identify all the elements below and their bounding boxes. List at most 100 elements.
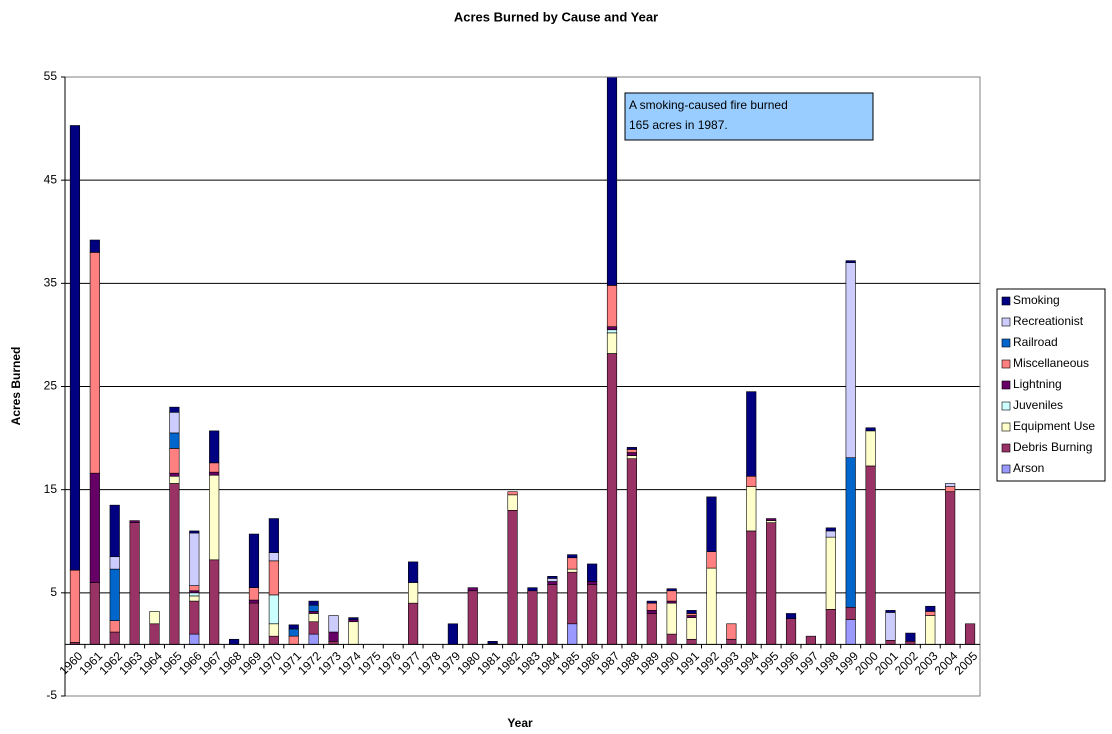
- y-tick-label: 45: [44, 172, 58, 186]
- legend-label: Juveniles: [1013, 398, 1063, 412]
- bar-segment: [626, 449, 637, 453]
- bar-segment: [626, 447, 637, 450]
- legend-swatch: [1001, 317, 1011, 327]
- bar-segment: [766, 518, 777, 521]
- legend-swatch: [1001, 401, 1011, 411]
- bar-segment: [626, 458, 637, 645]
- bar-segment: [268, 635, 279, 645]
- bar-segment: [726, 638, 737, 645]
- bar-segment: [666, 590, 677, 602]
- bar-segment: [845, 260, 856, 263]
- bar-segment: [646, 600, 657, 604]
- bar-segment: [567, 571, 578, 625]
- bar-segment: [925, 605, 936, 612]
- bar-segment: [308, 604, 319, 612]
- bar-segment: [169, 475, 180, 484]
- bar-segment: [845, 262, 856, 458]
- bar-segment: [945, 486, 956, 493]
- bar-segment: [189, 532, 200, 586]
- bar-segment: [248, 599, 260, 604]
- bar-segment: [507, 494, 518, 511]
- bar-segment: [686, 615, 697, 618]
- bar-segment: [686, 610, 697, 614]
- bar-segment: [666, 633, 677, 645]
- bar-segment: [547, 581, 558, 585]
- bar-segment: [845, 457, 856, 608]
- bar-segment: [189, 590, 200, 594]
- bar-segment: [547, 584, 558, 645]
- bar-segment: [348, 621, 359, 645]
- bar-segment: [467, 590, 478, 645]
- bar-segment: [288, 628, 299, 637]
- legend-swatch: [1001, 464, 1011, 474]
- bar-segment: [268, 594, 279, 625]
- bar-segment: [646, 610, 657, 614]
- legend-swatch: [1001, 338, 1011, 348]
- x-tick-label: 2005: [952, 649, 981, 678]
- bar-segment: [408, 602, 419, 645]
- bar-segment: [408, 561, 419, 583]
- bar-segment: [308, 600, 319, 606]
- x-axis-label: Year: [507, 716, 533, 730]
- legend-swatch: [1001, 443, 1011, 453]
- bar-segment: [209, 471, 220, 476]
- bar-segment: [109, 556, 120, 570]
- bar-segment: [587, 563, 598, 582]
- bar-segment: [805, 635, 816, 645]
- bar-segment: [209, 462, 220, 473]
- grid: [65, 76, 980, 697]
- bar-segment: [109, 504, 120, 558]
- bar-segment: [825, 530, 836, 538]
- bar-segment: [567, 623, 578, 645]
- bar-segment: [169, 472, 180, 477]
- bar-segment: [507, 491, 518, 496]
- bar-segment: [865, 465, 876, 645]
- legend-label: Recreationist: [1013, 314, 1084, 328]
- bar-segment: [547, 578, 558, 582]
- bar-segment: [686, 617, 697, 640]
- bar-segment: [686, 638, 697, 645]
- bar-segment: [606, 329, 618, 334]
- chart-title: Acres Burned by Cause and Year: [454, 9, 658, 24]
- y-tick-label: 5: [50, 585, 57, 599]
- bar-segment: [567, 557, 578, 570]
- bar-segment: [248, 602, 260, 645]
- bar-segment: [905, 632, 916, 642]
- bar-segment: [149, 611, 160, 625]
- bar-segment: [945, 491, 956, 645]
- bar-segment: [666, 600, 677, 604]
- bar-segment: [109, 568, 120, 621]
- legend-swatch: [1001, 422, 1011, 432]
- bar-segment: [746, 530, 757, 645]
- bar-segment: [169, 448, 180, 474]
- bar-segment: [308, 621, 319, 635]
- bar-segment: [308, 633, 319, 645]
- bar-segment: [706, 567, 717, 645]
- legend-label: Equipment Use: [1013, 419, 1095, 433]
- bar-segment: [766, 522, 777, 645]
- bar-segment: [567, 568, 578, 573]
- bar-segment: [209, 430, 220, 464]
- legend-label: Smoking: [1013, 293, 1060, 307]
- bar-segment: [885, 612, 896, 641]
- bar-segment: [845, 619, 856, 645]
- bar-segment: [129, 522, 140, 645]
- bar-segment: [646, 613, 657, 645]
- bar-segment: [169, 483, 180, 645]
- bar-segment: [268, 518, 279, 553]
- bar-segment: [288, 635, 299, 645]
- bar-segment: [606, 332, 618, 354]
- bar-segment: [746, 475, 757, 487]
- bar-segment: [89, 582, 100, 645]
- bar-segment: [845, 606, 856, 620]
- bar-segment: [89, 472, 100, 583]
- bar-segment: [248, 587, 260, 601]
- bar-segment: [348, 619, 359, 623]
- y-tick-label: 55: [44, 69, 58, 83]
- bar-segment: [646, 602, 657, 611]
- bar-segment: [606, 326, 618, 331]
- legend-label: Arson: [1013, 461, 1044, 475]
- bar-segment: [527, 587, 538, 592]
- bar-segment: [209, 474, 220, 561]
